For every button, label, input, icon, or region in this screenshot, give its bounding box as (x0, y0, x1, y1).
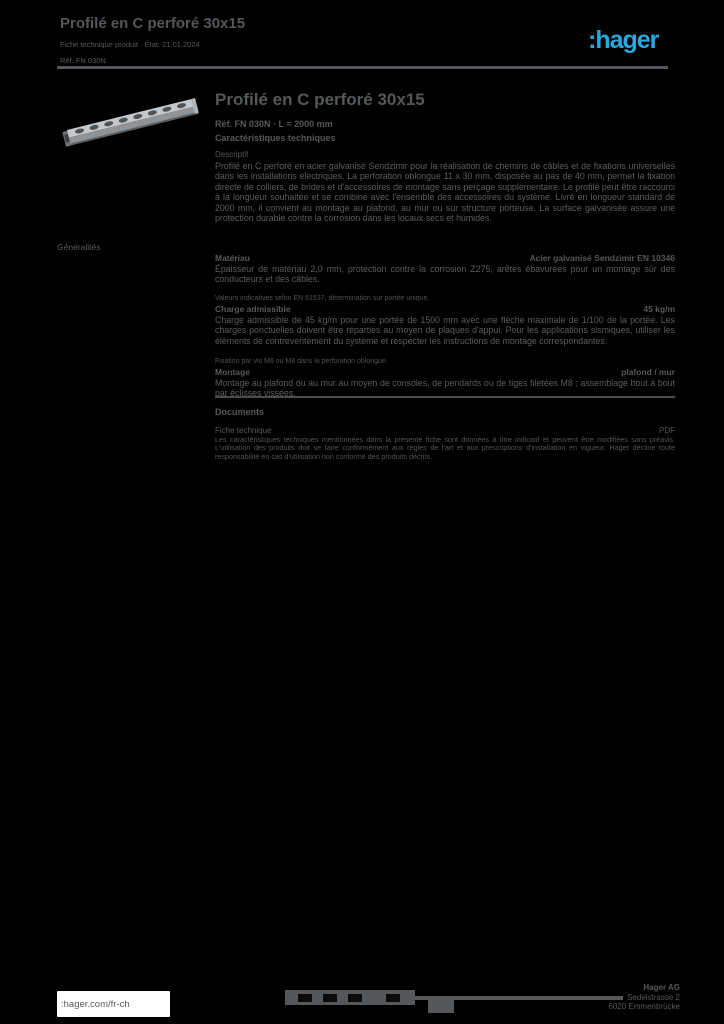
header-reference: Réf. FN 030N (60, 56, 106, 65)
header-subtitle: Fiche technique produit · État: 21.01.20… (60, 40, 200, 49)
hager-logo: :hager (588, 26, 659, 54)
spec-value: plafond / mur (621, 367, 675, 377)
spec-note: Charge admissible de 45 kg/m pour une po… (215, 315, 675, 346)
product-photo (57, 86, 203, 150)
section-heading-technical: Caractéristiques techniques (215, 133, 336, 143)
spec-meta-note: Fixation par vis M6 ou M8 dans la perfor… (215, 358, 388, 365)
product-title: Profilé en C perforé 30x15 (215, 90, 425, 109)
youtube-icon[interactable] (386, 993, 400, 1002)
spec-meta-note: Valeurs indicatives selon EN 61537, déte… (215, 295, 430, 302)
spec-value: 45 kg/m (643, 304, 675, 314)
facebook-icon[interactable] (298, 993, 312, 1002)
linkedin-icon[interactable] (348, 993, 362, 1002)
product-description: Profilé en C perforé en acier galvanisé … (215, 161, 675, 224)
spec-label: Montage (215, 367, 250, 377)
social-links-strip (285, 990, 415, 1005)
footer-tab (428, 1000, 454, 1013)
company-address: Hager AG Sedelstrasse 2 6020 Emmenbrücke (540, 983, 680, 1012)
document-filetype-badge[interactable]: PDF (659, 426, 675, 435)
spec-row-material: Matériau Acier galvanisé Sendzimir EN 10… (215, 253, 675, 285)
twitter-icon[interactable] (323, 993, 337, 1002)
spec-note: Épaisseur de matériau 2,0 mm, protection… (215, 264, 675, 285)
c-rail-illustration (62, 98, 199, 147)
legal-disclaimer: Les caractéristiques techniques mentionn… (215, 435, 675, 461)
footer-url-badge[interactable]: :hager.com/fr-ch (57, 991, 170, 1017)
spec-row-load: Charge admissible 45 kg/m Charge admissi… (215, 304, 675, 346)
company-name: Hager AG (643, 983, 680, 992)
header-divider (57, 66, 668, 69)
spec-label: Matériau (215, 253, 250, 263)
spec-label: Charge admissible (215, 304, 291, 314)
company-street: Sedelstrasse 2 (627, 992, 680, 1002)
company-city: 6020 Emmenbrücke (608, 1002, 680, 1011)
page-title: Profilé en C perforé 30x15 (60, 15, 246, 32)
description-label: Descriptif (215, 150, 249, 159)
document-link-row[interactable]: Fiche technique PDF (215, 426, 675, 435)
spec-value: Acier galvanisé Sendzimir EN 10346 (529, 253, 675, 263)
spec-note: Montage au plafond ou au mur au moyen de… (215, 378, 675, 399)
margin-section-label: Généralités (57, 242, 101, 252)
footer-divider (415, 996, 623, 1000)
document-link-label[interactable]: Fiche technique (215, 426, 272, 435)
section-divider (215, 396, 675, 398)
product-reference-line: Réf. FN 030N · L = 2000 mm (215, 119, 333, 129)
spec-row-mounting: Montage plafond / mur Montage au plafond… (215, 367, 675, 399)
documents-heading: Documents (215, 407, 265, 417)
